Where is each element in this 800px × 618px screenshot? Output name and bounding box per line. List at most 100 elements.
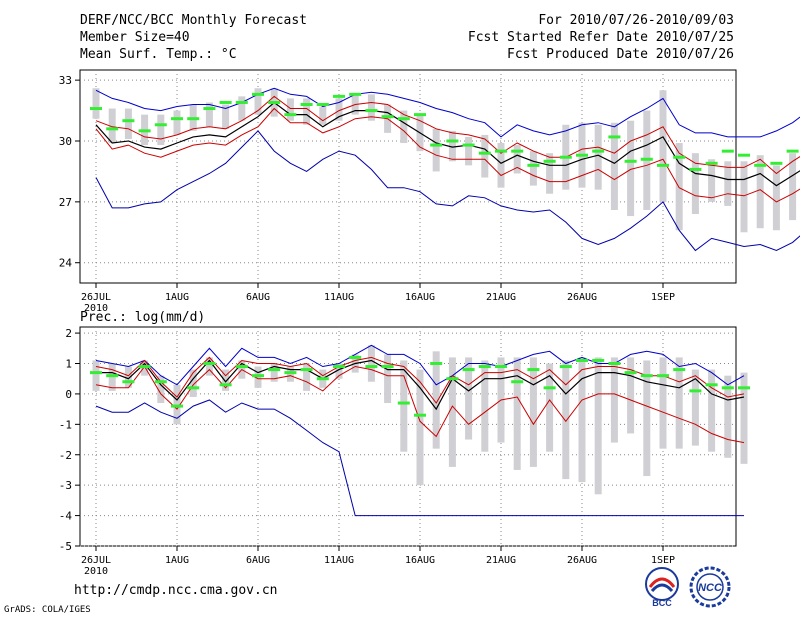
temp-xtick-label: 21AUG	[486, 292, 516, 303]
temp-max-line	[95, 87, 800, 138]
temp-member-dash	[430, 143, 443, 147]
precip-ytick-label: 2	[65, 327, 72, 340]
precip-member-dash	[689, 389, 702, 393]
temp-xtick-label: 11AUG	[324, 292, 354, 303]
temp-xtick-label: 26AUG	[567, 292, 597, 303]
temp-upper-line	[95, 95, 800, 175]
temp-member-dash	[203, 107, 216, 111]
temp-spread-box	[497, 143, 505, 188]
precip-member-dash	[462, 368, 475, 372]
precip-member-dash	[268, 368, 281, 372]
temp-spread-box	[303, 98, 311, 125]
temp-spread-box	[157, 114, 165, 146]
refer-date: Fcst Started Refer Date 2010/07/25	[467, 30, 734, 45]
precip-spread-box	[740, 372, 748, 464]
precip-ytick-label: -2	[59, 449, 72, 462]
precip-member-dash	[365, 365, 378, 369]
precip-member-dash	[430, 362, 443, 365]
temp-spread-box	[789, 153, 797, 221]
produced-date: Fcst Produced Date 2010/07/26	[507, 47, 734, 62]
temp-member-dash	[559, 155, 572, 159]
precip-member-dash	[721, 386, 734, 390]
precip-member-dash	[705, 383, 718, 387]
precip-spread-box	[141, 360, 149, 376]
temp-member-dash	[446, 139, 459, 143]
temp-member-dash	[705, 161, 718, 165]
temp-spread-box	[335, 98, 343, 121]
temp-member-dash	[624, 159, 637, 163]
temp-xtick-label: 1AUG	[165, 292, 189, 303]
temp-member-dash	[365, 109, 378, 113]
temp-member-dash	[770, 161, 783, 165]
precip-spread-box	[400, 360, 408, 452]
precip-ytick-label: -1	[59, 418, 72, 431]
temp-min-line	[95, 130, 800, 252]
temp-spread-box	[319, 106, 327, 125]
precip-xtick-label: 16AUG	[405, 555, 435, 566]
temp-member-dash	[511, 149, 524, 153]
temp-member-dash	[187, 117, 200, 121]
precip-member-dash	[235, 365, 248, 369]
temp-year-label: 2010	[84, 303, 108, 314]
temp-xtick-label: 16AUG	[405, 292, 435, 303]
temp-spread-box	[286, 98, 294, 121]
temp-spread-box	[610, 122, 618, 210]
precip-member-dash	[90, 371, 102, 375]
temp-member-dash	[171, 117, 183, 121]
precip-member-dash	[219, 383, 232, 387]
precip-spread-box	[205, 357, 213, 376]
temp-member-dash	[316, 102, 329, 106]
temp-member-dash	[608, 135, 621, 139]
precip-spread-box	[594, 357, 602, 495]
temp-spread-box	[675, 143, 683, 231]
temp-xtick-label: 6AUG	[246, 292, 270, 303]
website-url[interactable]: http://cmdp.ncc.cma.gov.cn	[74, 583, 278, 598]
precip-member-dash	[608, 362, 621, 365]
temp-member-dash	[300, 102, 313, 106]
precip-spread-box	[481, 360, 489, 452]
precip-spread-box	[416, 369, 424, 486]
precip-spread-box	[384, 354, 392, 404]
variable-label: Mean Surf. Temp.: °C	[80, 47, 237, 62]
precip-member-dash	[397, 401, 410, 405]
precip-spread-box	[157, 375, 165, 404]
temp-member-dash	[154, 123, 167, 127]
precip-member-dash	[640, 374, 653, 378]
temp-member-dash	[284, 113, 297, 117]
precip-member-dash	[414, 413, 426, 417]
temp-member-dash	[333, 94, 345, 98]
temp-lower-line	[95, 107, 800, 203]
precip-spread-box	[465, 357, 473, 440]
precip-mean-line	[96, 359, 745, 411]
precip-ytick-label: -3	[59, 479, 72, 492]
precip-member-dash	[559, 365, 572, 369]
precip-ytick-label: -4	[59, 510, 73, 523]
temp-member-dash	[738, 153, 750, 157]
precip-spread-box	[367, 345, 375, 382]
temp-spread-box	[432, 128, 440, 172]
temp-member-dash	[786, 149, 799, 153]
temp-ytick-label: 30	[59, 135, 72, 148]
precip-spread-box	[189, 369, 197, 397]
temp-spread-box	[513, 145, 521, 174]
precip-member-dash	[154, 380, 167, 384]
temp-ytick-label: 27	[59, 196, 72, 209]
precip-spread-box	[124, 366, 132, 388]
temp-member-dash	[235, 100, 248, 104]
temp-spread-box	[465, 136, 473, 166]
temp-member-dash	[592, 149, 605, 153]
temp-spread-box	[448, 130, 456, 162]
temp-member-dash	[138, 129, 151, 133]
temp-member-dash	[543, 159, 556, 163]
precip-member-dash	[576, 358, 588, 362]
temp-member-dash	[673, 155, 686, 159]
forecast-period: For 2010/07/26-2010/09/03	[538, 13, 734, 28]
precip-xtick-label: 26JUL	[81, 555, 111, 566]
temp-spread-box	[238, 96, 246, 121]
precip-plot-area	[79, 326, 737, 547]
precip-spread-box	[173, 384, 181, 425]
precip-spread-box	[610, 357, 618, 443]
header-right: For 2010/07/26-2010/09/03 Fcst Started Re…	[468, 12, 734, 63]
temp-member-dash	[122, 119, 135, 123]
